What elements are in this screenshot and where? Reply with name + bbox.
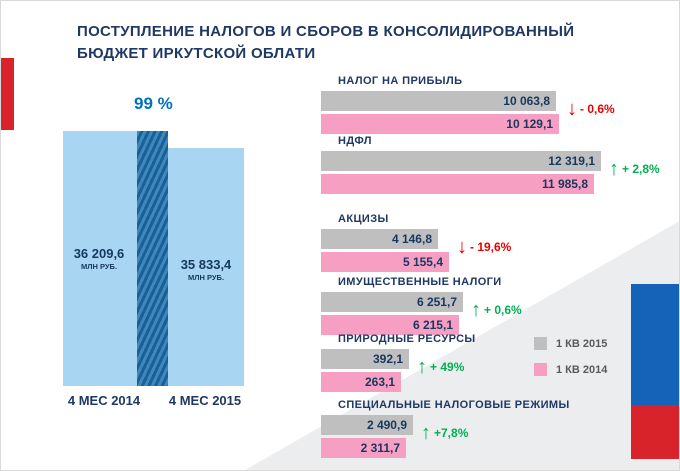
axis-label-4mes-2015: 4 МЕС 2015 (168, 393, 242, 408)
tax-group-2: АКЦИЗЫ 4 146,8 5 155,4 ↓ - 19,6% (321, 213, 679, 275)
change-indicator: ↑ + 49% (417, 357, 464, 377)
bar-1kv-2014: 11 985,8 (321, 174, 594, 194)
tax-group-4: ПРИРОДНЫЕ РЕСУРСЫ 392,1 263,1 ↑ + 49% (321, 333, 679, 395)
up-arrow-icon: ↑ (609, 158, 619, 180)
up-arrow-icon: ↑ (417, 356, 427, 378)
legend: 1 КВ 2015 1 КВ 2014 (534, 337, 607, 389)
legend-label-2014: 1 КВ 2014 (556, 363, 608, 376)
tax-group-label: ПРИРОДНЫЕ РЕСУРСЫ (338, 333, 476, 345)
legend-row-2015: 1 КВ 2015 (534, 337, 607, 350)
bar-value-2014: 11 985,8 (541, 177, 588, 191)
change-indicator: ↓ - 0,6% (567, 99, 615, 119)
bar-value-2015: 10 063,8 (503, 94, 550, 108)
change-indicator: ↑ +7,8% (421, 423, 468, 443)
left-red-accent-bar (1, 58, 14, 130)
page-title-line2: БЮДЖЕТ ИРКУТСКОЙ ОБЛАТИ (77, 45, 316, 62)
tax-group-label: АКЦИЗЫ (338, 213, 389, 225)
bar-1kv-2015: 2 490,9 (321, 415, 413, 435)
change-indicator: ↑ + 0,6% (471, 300, 522, 320)
bar-value-2014: 263,1 (364, 375, 395, 389)
up-arrow-icon: ↑ (471, 299, 481, 321)
change-percent: + 49% (430, 360, 465, 374)
change-percent: +7,8% (434, 426, 469, 440)
change-percent: + 0,6% (484, 303, 522, 317)
total-value-2014-unit: МЛН РУБ. (80, 262, 118, 271)
axis-label-4mes-2014: 4 МЕС 2014 (67, 393, 141, 408)
change-percent: + 2,8% (622, 162, 660, 176)
bar-1kv-2015: 10 063,8 (321, 91, 556, 111)
right-red-accent-block (631, 405, 679, 459)
bar-value-2015: 6 251,7 (416, 295, 457, 309)
tax-group-1: НДФЛ 12 319,1 11 985,8 ↑ + 2,8% (321, 135, 679, 197)
change-indicator: ↓ - 19,6% (457, 237, 511, 257)
bar-value-2014: 5 155,4 (402, 255, 443, 269)
bar-1kv-2015: 392,1 (321, 349, 409, 369)
total-value-2015-unit: МЛН РУБ. (187, 273, 225, 282)
legend-swatch-2014 (534, 363, 547, 376)
bar-value-2015: 4 146,8 (391, 232, 432, 246)
percent-annotation: 99 % (134, 94, 173, 113)
tax-group-label: СПЕЦИАЛЬНЫЕ НАЛОГОВЫЕ РЕЖИМЫ (338, 399, 570, 411)
bar-1kv-2015: 4 146,8 (321, 229, 438, 249)
bar-1kv-2014: 2 311,7 (321, 438, 406, 458)
tax-group-label: НАЛОГ НА ПРИБЫЛЬ (338, 75, 463, 87)
bar-value-2014: 2 311,7 (360, 441, 400, 455)
tax-group-0: НАЛОГ НА ПРИБЫЛЬ 10 063,8 10 129,1 ↓ - 0,6% (321, 75, 679, 137)
right-blue-accent-block (631, 284, 679, 405)
bar-value-2014: 10 129,1 (506, 117, 553, 131)
legend-row-2014: 1 КВ 2014 (534, 363, 607, 376)
bar-1kv-2015: 12 319,1 (321, 151, 601, 171)
down-arrow-icon: ↓ (457, 236, 467, 258)
tax-group-label: ИМУЩЕСТВЕННЫЕ НАЛОГИ (338, 276, 502, 288)
bar-value-2015: 392,1 (372, 352, 403, 366)
legend-label-2015: 1 КВ 2015 (556, 337, 608, 350)
bar-1kv-2014: 263,1 (321, 372, 401, 392)
tax-bars-chart: НАЛОГ НА ПРИБЫЛЬ 10 063,8 10 129,1 ↓ - 0,6% Н… (321, 1, 679, 470)
bar-1kv-2014: 6 215,1 (321, 315, 459, 335)
total-value-2014: 36 209,6 МЛН РУБ. (61, 246, 137, 271)
total-value-2015: 35 833,4 МЛН РУБ. (168, 257, 244, 282)
change-indicator: ↑ + 2,8% (609, 159, 660, 179)
change-percent: - 0,6% (580, 102, 615, 116)
total-bar-2015 (168, 148, 244, 386)
total-value-2015-number: 35 833,4 (180, 257, 232, 272)
bar-1kv-2015: 6 251,7 (321, 292, 463, 312)
page-title: ПОСТУПЛЕНИЕ НАЛОГОВ И СБОРОВ В КОНСОЛИДИ… (77, 21, 574, 65)
bar-divider-strip (137, 131, 168, 386)
tax-group-label: НДФЛ (338, 135, 372, 147)
bar-1kv-2014: 5 155,4 (321, 252, 449, 272)
bar-1kv-2014: 10 129,1 (321, 114, 559, 134)
bar-value-2015: 12 319,1 (548, 154, 595, 168)
change-percent: - 19,6% (470, 240, 512, 254)
page-title-line1: ПОСТУПЛЕНИЕ НАЛОГОВ И СБОРОВ В КОНСОЛИДИ… (77, 23, 575, 40)
up-arrow-icon: ↑ (421, 422, 431, 444)
bar-value-2015: 2 490,9 (366, 418, 407, 432)
tax-group-5: СПЕЦИАЛЬНЫЕ НАЛОГОВЫЕ РЕЖИМЫ 2 490,9 2 311… (321, 399, 679, 461)
tax-group-3: ИМУЩЕСТВЕННЫЕ НАЛОГИ 6 251,7 6 215,1 ↑ + 0,6… (321, 276, 679, 338)
legend-swatch-2015 (534, 337, 547, 350)
bar-value-2014: 6 215,1 (412, 318, 453, 332)
total-value-2014-number: 36 209,6 (73, 246, 125, 261)
down-arrow-icon: ↓ (567, 98, 577, 120)
